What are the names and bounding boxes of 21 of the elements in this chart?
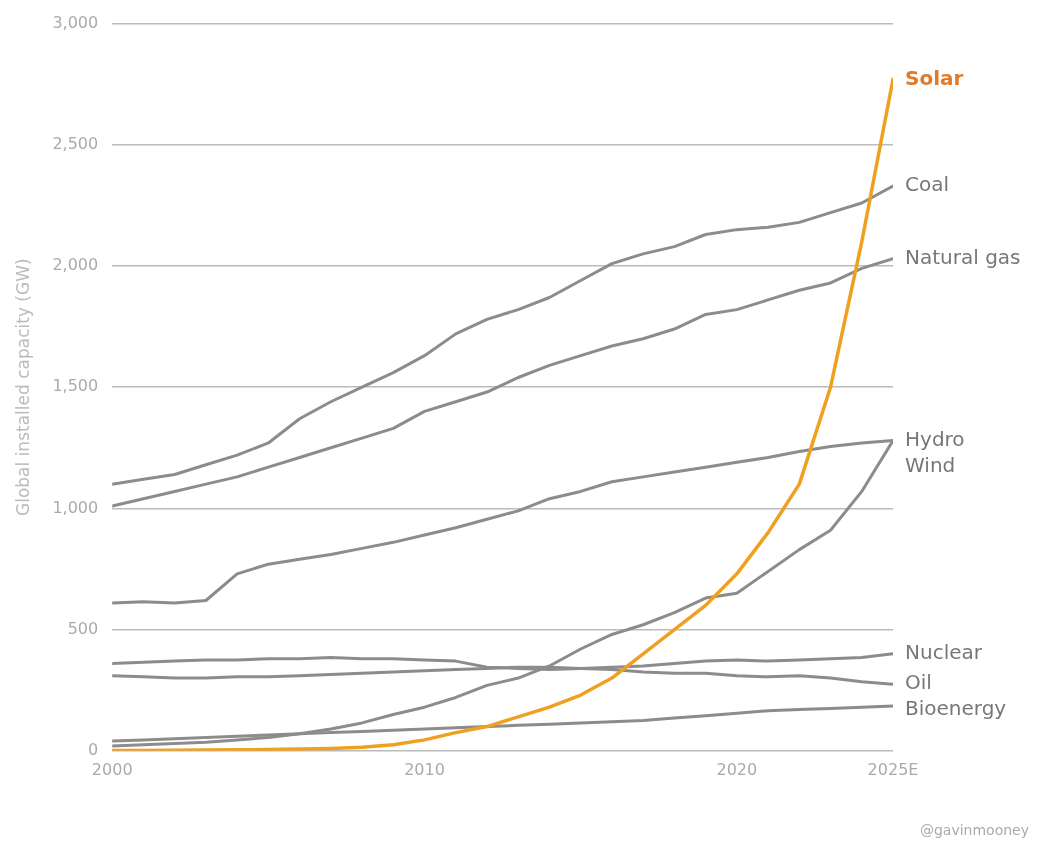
series-label: Hydro	[905, 426, 965, 451]
y-tick-label: 500	[67, 618, 99, 638]
y-tick-label: 1,000	[52, 497, 99, 517]
y-tick-label: 2,500	[52, 133, 99, 153]
x-tick-label: 2000	[91, 759, 133, 779]
x-tick-label: 2025E	[867, 759, 919, 779]
text: @gavinmooney	[919, 822, 1029, 838]
series-label: Nuclear	[905, 640, 983, 665]
y-tick-label: 0	[88, 739, 99, 759]
series-label: Natural gas	[905, 244, 1021, 269]
x-tick-label: 2010	[404, 759, 445, 779]
series-label: Wind	[905, 452, 956, 477]
series-label: Solar	[905, 65, 964, 90]
y-tick-label: 3,000	[52, 12, 99, 32]
series-label: Coal	[905, 172, 950, 197]
series-label: Bioenergy	[905, 696, 1007, 721]
y-tick-label: 1,500	[52, 376, 99, 396]
series-label: Oil	[905, 670, 932, 695]
y-axis-title: Global installed capacity (GW)	[12, 258, 33, 516]
y-tick-label: 2,000	[52, 255, 99, 275]
x-tick-label: 2020	[716, 759, 758, 779]
